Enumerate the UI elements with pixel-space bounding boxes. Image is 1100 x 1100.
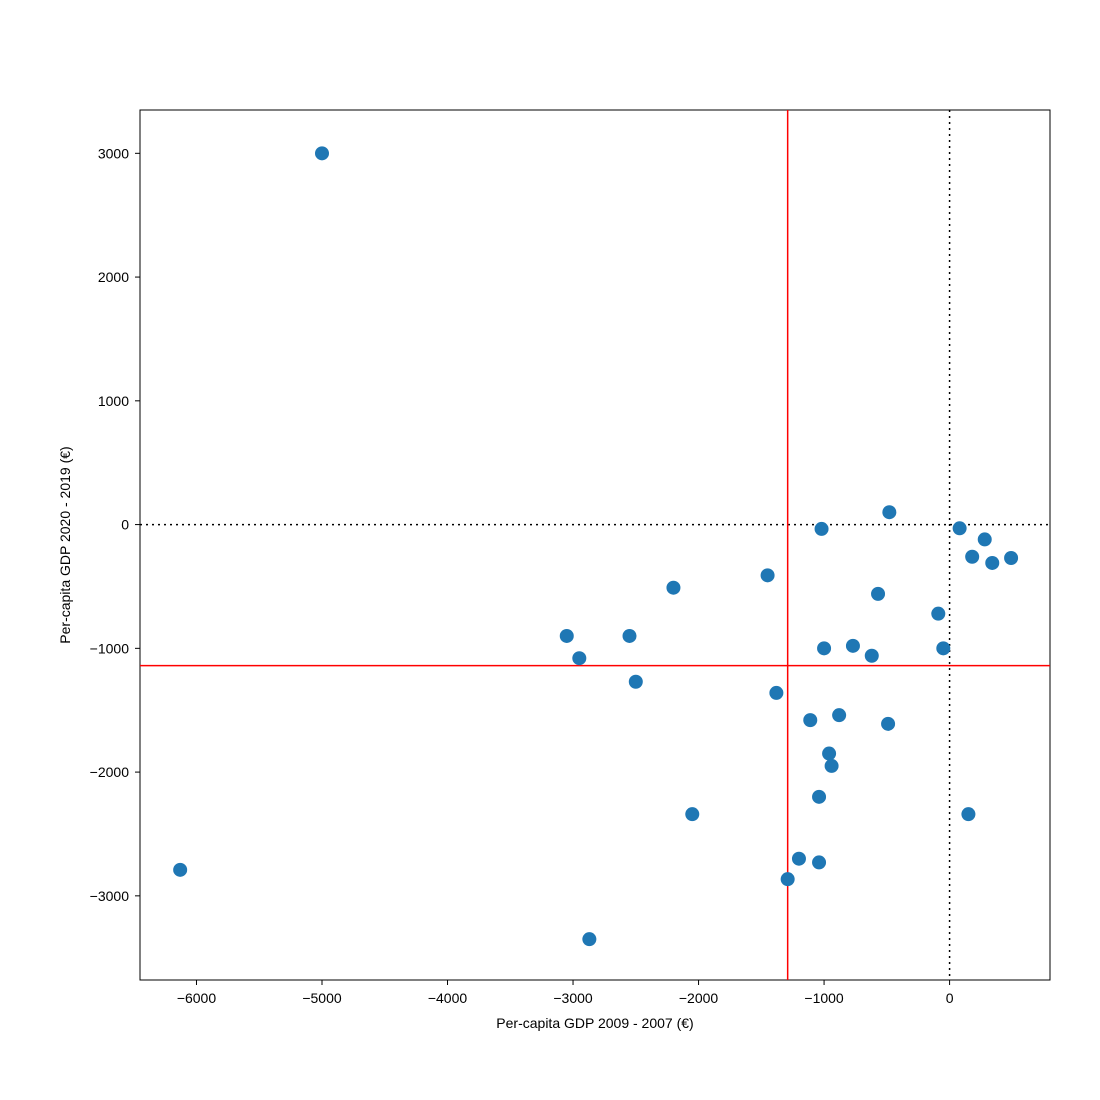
data-point <box>865 649 879 663</box>
svg-text:−5000: −5000 <box>302 990 342 1006</box>
data-point <box>315 146 329 160</box>
svg-text:0: 0 <box>946 990 954 1006</box>
data-point <box>822 747 836 761</box>
data-point <box>761 568 775 582</box>
data-point <box>953 521 967 535</box>
x-axis-label: Per-capita GDP 2009 - 2007 (€) <box>496 1015 693 1031</box>
data-point <box>871 587 885 601</box>
data-point <box>572 651 586 665</box>
data-point <box>815 522 829 536</box>
data-point <box>936 641 950 655</box>
data-point <box>965 550 979 564</box>
data-point <box>623 629 637 643</box>
svg-text:−6000: −6000 <box>177 990 217 1006</box>
data-point <box>666 581 680 595</box>
svg-text:1000: 1000 <box>98 393 129 409</box>
svg-text:2000: 2000 <box>98 269 129 285</box>
data-point <box>629 675 643 689</box>
scatter-chart: −6000 −5000 −4000 −3000 −2000 −1000 0 −3000 −200… <box>0 0 1100 1100</box>
data-point <box>769 686 783 700</box>
data-point <box>817 641 831 655</box>
data-point <box>582 932 596 946</box>
data-point <box>978 532 992 546</box>
svg-text:−2000: −2000 <box>679 990 719 1006</box>
data-point <box>173 863 187 877</box>
svg-text:−2000: −2000 <box>90 764 130 780</box>
svg-text:0: 0 <box>121 517 129 533</box>
data-point <box>881 717 895 731</box>
data-point <box>832 708 846 722</box>
data-point <box>846 639 860 653</box>
data-point <box>931 607 945 621</box>
data-point <box>882 505 896 519</box>
data-point <box>812 790 826 804</box>
svg-text:−4000: −4000 <box>428 990 468 1006</box>
data-point <box>961 807 975 821</box>
data-point <box>825 759 839 773</box>
data-point <box>792 852 806 866</box>
chart-svg: −6000 −5000 −4000 −3000 −2000 −1000 0 −3000 −200… <box>0 0 1100 1100</box>
svg-text:−1000: −1000 <box>804 990 844 1006</box>
data-point <box>803 713 817 727</box>
svg-text:−3000: −3000 <box>90 888 130 904</box>
y-axis-label: Per-capita GDP 2020 - 2019 (€) <box>57 446 73 643</box>
data-point <box>812 855 826 869</box>
data-point <box>560 629 574 643</box>
data-point <box>1004 551 1018 565</box>
data-point <box>781 872 795 886</box>
svg-text:3000: 3000 <box>98 145 129 161</box>
data-point <box>685 807 699 821</box>
svg-text:−1000: −1000 <box>90 640 130 656</box>
svg-text:−3000: −3000 <box>553 990 593 1006</box>
data-point <box>985 556 999 570</box>
